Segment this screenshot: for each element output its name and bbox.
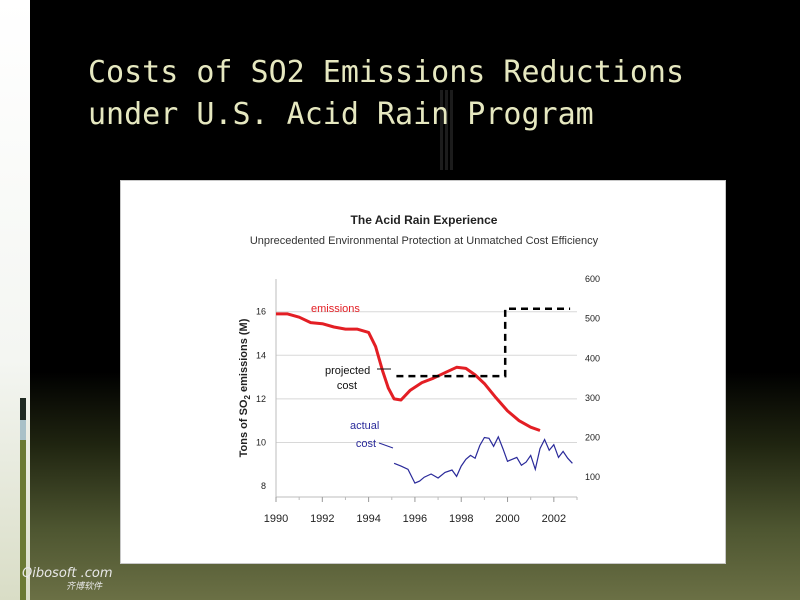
annotation-actual: cost (356, 438, 376, 450)
slide-decor-mark (440, 90, 453, 170)
y2-tick-label: 200 (585, 433, 600, 443)
chart-title: The Acid Rain Experience (350, 213, 498, 227)
chart-frame: The Acid Rain Experience Unprecedented E… (120, 180, 726, 564)
y-tick-label: 14 (256, 350, 266, 360)
y2-tick-label: 300 (585, 393, 600, 403)
so2-chart: 1990 1992 1994 1996 1998 2000 2002810121416100… (238, 274, 600, 525)
y-tick-label: 12 (256, 394, 266, 404)
x-tick-label: 2002 (542, 513, 566, 525)
y-tick-label: 8 (261, 481, 266, 491)
y2-tick-label: 500 (585, 314, 600, 324)
series-line-emissions (276, 312, 541, 432)
y2-tick-label: 600 (585, 274, 600, 284)
y-axis-label: Tons of SO2 emissions (M) (238, 318, 252, 457)
annotation-projected: cost (337, 380, 357, 392)
y2-tick-label: 400 (585, 353, 600, 363)
x-tick-label: 1996 (403, 513, 427, 525)
x-tick-label: 1990 (264, 513, 288, 525)
actual-leader-line (378, 442, 394, 449)
annotation-emissions: emissions (311, 303, 360, 315)
y-axis-label-part: Tons of SO (238, 399, 250, 457)
y-tick-label: 16 (256, 307, 266, 317)
annotation-actual: actual (350, 420, 379, 432)
chart-subtitle: Unprecedented Environmental Protection a… (249, 235, 599, 247)
watermark-sub: 齐博软件 (66, 582, 103, 592)
x-tick-label: 2000 (495, 513, 519, 525)
left-decor-strip (0, 0, 30, 600)
y-tick-label: 10 (256, 438, 266, 448)
series-line-actual (393, 435, 573, 484)
x-tick-label: 1994 (356, 513, 380, 525)
watermark: Qibosoft .com 齐博软件 (22, 566, 112, 592)
y-axis-label-part: emissions (M) (238, 318, 250, 395)
y-axis-label-subscript: 2 (243, 395, 252, 400)
series-line-projected (396, 307, 571, 378)
x-tick-label: 1998 (449, 513, 473, 525)
y2-tick-label: 100 (585, 472, 600, 482)
x-tick-label: 1992 (310, 513, 334, 525)
slide-title: Costs of SO2 Emissions Reductions under … (88, 55, 685, 132)
watermark-main: Qibosoft .com (22, 566, 113, 581)
annotation-projected: projected (325, 365, 370, 377)
